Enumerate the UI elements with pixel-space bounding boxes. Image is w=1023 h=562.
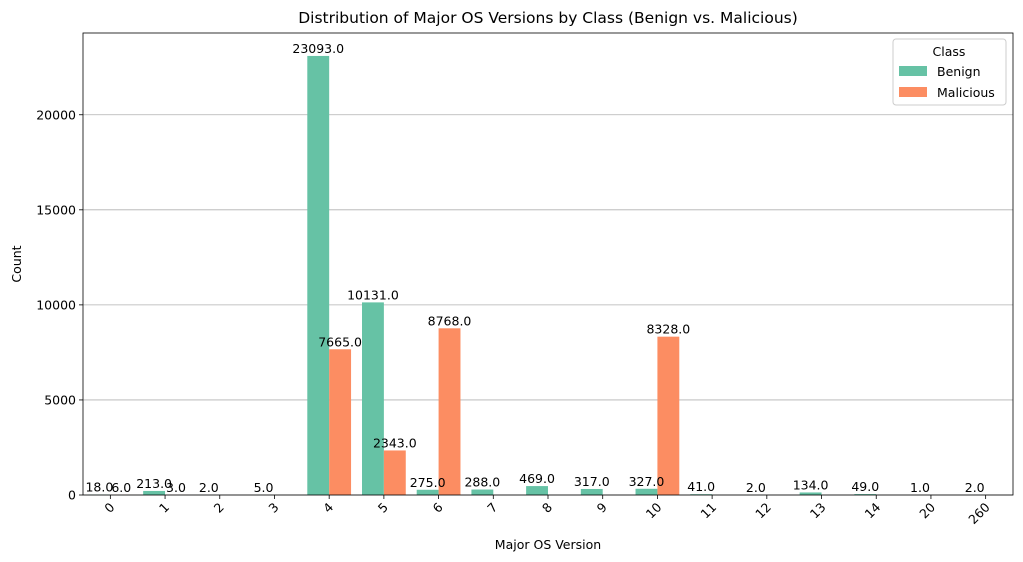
data-label: 49.0 (851, 479, 879, 494)
data-label: 469.0 (519, 471, 555, 486)
data-label: 3.0 (166, 480, 186, 495)
bar-benign (635, 488, 658, 495)
data-label: 2.0 (746, 480, 766, 495)
bar-benign (580, 488, 603, 495)
bar-benign (854, 494, 877, 495)
data-label: 213.0 (136, 476, 172, 491)
data-label: 41.0 (687, 479, 715, 494)
data-label: 275.0 (410, 475, 446, 490)
data-label: 7665.0 (318, 334, 362, 349)
y-tick-label: 20000 (36, 107, 76, 122)
bar-malicious (383, 450, 406, 495)
data-label: 10131.0 (347, 287, 399, 302)
data-label: 2.0 (965, 480, 985, 495)
bar-malicious (438, 328, 461, 495)
data-label: 18.0 (85, 480, 113, 495)
bar-malicious (657, 336, 680, 495)
bar-benign (143, 490, 166, 495)
bars (88, 55, 986, 495)
y-tick-label: 15000 (36, 202, 76, 217)
data-label: 23093.0 (292, 41, 344, 56)
bar-benign (799, 492, 822, 495)
y-axis-ticks: 0 5000 10000 15000 20000 (36, 107, 83, 503)
legend-label-benign: Benign (937, 64, 981, 79)
data-label: 2343.0 (373, 435, 417, 450)
legend-swatch-malicious (899, 87, 927, 97)
data-label: 134.0 (793, 477, 829, 492)
bar-benign (416, 489, 439, 495)
data-label: 317.0 (574, 474, 610, 489)
y-axis-label: Count (9, 245, 24, 282)
data-label: 5.0 (254, 480, 274, 495)
data-label: 1.0 (910, 480, 930, 495)
legend-title: Class (933, 44, 966, 59)
y-tick-label: 0 (68, 488, 76, 503)
data-label: 8768.0 (428, 313, 472, 328)
legend-label-malicious: Malicious (937, 85, 995, 100)
bar-benign (307, 55, 330, 495)
y-tick-label: 10000 (36, 297, 76, 312)
data-label: 6.0 (111, 480, 131, 495)
bar-malicious (329, 349, 352, 495)
data-label: 288.0 (464, 475, 500, 490)
data-label: 2.0 (199, 480, 219, 495)
legend: Class Benign Malicious (892, 38, 1007, 106)
data-label: 8328.0 (646, 322, 690, 337)
data-label: 327.0 (629, 474, 665, 489)
x-axis-label: Major OS Version (495, 537, 601, 552)
bar-benign (362, 302, 384, 495)
data-labels: 18.0 213.0 2.0 5.0 23093.0 10131.0 275.0 288.0 4… (85, 41, 984, 495)
legend-swatch-benign (899, 66, 927, 76)
bar-benign (471, 489, 494, 495)
chart-title: Distribution of Major OS Versions by Cla… (298, 9, 798, 27)
y-tick-label: 5000 (44, 392, 76, 407)
bar-benign (526, 486, 548, 495)
